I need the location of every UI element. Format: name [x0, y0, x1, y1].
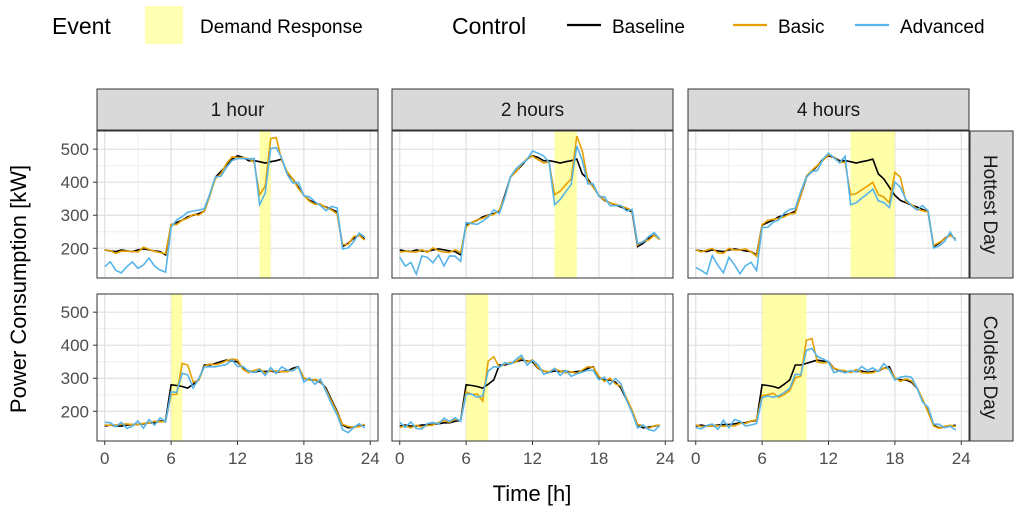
series-line-advanced [104, 146, 366, 274]
legend-label-baseline: Baseline [612, 17, 685, 38]
y-tick-label: 300 [61, 206, 89, 225]
legend-event-title: Event [52, 13, 111, 39]
facet-strip-row-label: Coldest Day [979, 316, 1000, 420]
x-tick-label: 18 [294, 449, 313, 468]
event-band [259, 131, 271, 278]
x-tick-label: 18 [885, 449, 904, 468]
facet-strip-column-label: 4 hours [797, 100, 860, 121]
x-tick-label: 6 [757, 449, 766, 468]
y-axis-title: Power Consumption [kW] [6, 165, 31, 413]
facet-strip-row-label: Hottest Day [979, 155, 1000, 255]
y-tick-label: 500 [61, 140, 89, 159]
event-band [171, 294, 183, 441]
series-line-advanced [399, 353, 661, 432]
facet-strip-column [391, 88, 674, 131]
series-line-basic [104, 136, 366, 255]
y-tick-label: 300 [61, 369, 89, 388]
x-tick-label: 0 [691, 449, 700, 468]
facet-strip-column [687, 88, 970, 131]
x-tick-label: 24 [656, 449, 675, 468]
y-tick-label: 200 [61, 239, 89, 258]
series-line-basic [399, 355, 660, 430]
facet-strip-column-label: 2 hours [501, 100, 564, 121]
facet-strip-column-label: 1 hour [211, 100, 266, 121]
panel-border [391, 130, 674, 279]
x-tick-label: 12 [819, 449, 838, 468]
y-tick-label: 400 [61, 336, 89, 355]
series-line-advanced [695, 347, 957, 431]
facet-strip-row [969, 130, 1014, 279]
legend-control-title: Control [452, 13, 526, 39]
series-line-basic [399, 135, 661, 254]
y-tick-label: 400 [61, 173, 89, 192]
x-tick-label: 0 [395, 449, 404, 468]
x-axis-title: Time [h] [493, 481, 572, 506]
event-band [762, 294, 807, 441]
x-tick-label: 6 [166, 449, 175, 468]
series-line-advanced [104, 358, 366, 434]
panel-border [687, 130, 970, 279]
series-line-advanced [695, 152, 957, 276]
series-line-basic [695, 337, 956, 430]
legend-event-label: Demand Response [200, 17, 363, 38]
facet-panels: 1 hour 200 300 400 500 200 300 400 500 0 6 12 18 24 2 … [61, 88, 1014, 468]
panel-border [96, 130, 379, 279]
x-tick-label: 12 [228, 449, 247, 468]
facet-strip-column [96, 88, 379, 131]
event-band [554, 131, 577, 278]
facet-strip-row [969, 293, 1014, 442]
legend: Event Demand Response Control Baseline B… [52, 6, 985, 44]
event-band [466, 294, 489, 441]
x-tick-label: 0 [100, 449, 109, 468]
x-tick-label: 6 [461, 449, 470, 468]
legend-label-advanced: Advanced [900, 17, 985, 38]
legend-label-basic: Basic [778, 17, 824, 38]
y-tick-label: 200 [61, 402, 89, 421]
legend-event-swatch [145, 6, 183, 44]
x-tick-label: 12 [523, 449, 542, 468]
x-tick-label: 24 [361, 449, 380, 468]
x-tick-label: 18 [589, 449, 608, 468]
series-line-advanced [399, 145, 661, 277]
event-band [850, 131, 895, 278]
series-line-basic [695, 153, 957, 258]
y-tick-label: 500 [61, 303, 89, 322]
x-tick-label: 24 [952, 449, 971, 468]
